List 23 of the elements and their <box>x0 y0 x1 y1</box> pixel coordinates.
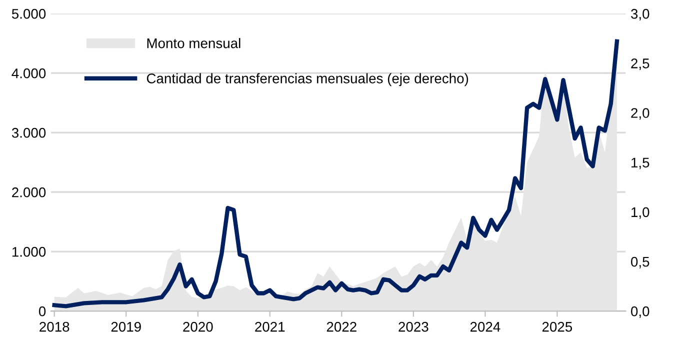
y-tick-label: 2.000 <box>12 187 46 198</box>
x-tick-label: 2024 <box>470 322 500 332</box>
y-tick-label: 3.000 <box>12 128 46 138</box>
y2-tick-label: 2,5 <box>631 58 650 70</box>
y2-tick-label: 2,0 <box>631 108 650 120</box>
y2-tick-label: 1,0 <box>632 207 650 219</box>
legend-label: Cantidad de transferencias mensuales (eje derecho) <box>146 73 468 86</box>
x-tick-label: 2021 <box>255 322 285 332</box>
x-tick-label: 2022 <box>326 322 356 332</box>
x-tick-label: 2020 <box>183 322 213 332</box>
y2-tick-label: 0,0 <box>631 306 650 318</box>
x-tick-label: 2023 <box>398 322 428 332</box>
x-tick-label: 2018 <box>40 322 70 332</box>
y-tick-label: 0 <box>38 306 46 316</box>
y2-tick-label: 0,5 <box>631 256 650 268</box>
x-tick-label: 2025 <box>542 322 572 332</box>
x-tick-label: 2019 <box>111 322 141 332</box>
y-tick-label: 1.000 <box>12 246 46 257</box>
y2-tick-label: 3,0 <box>630 8 650 20</box>
y2-tick-label: 1,5 <box>632 158 650 170</box>
y-tick-label: 4.000 <box>12 68 46 78</box>
y-tick-label: 5.000 <box>12 8 46 19</box>
legend-label: Monto mensual <box>147 38 240 48</box>
